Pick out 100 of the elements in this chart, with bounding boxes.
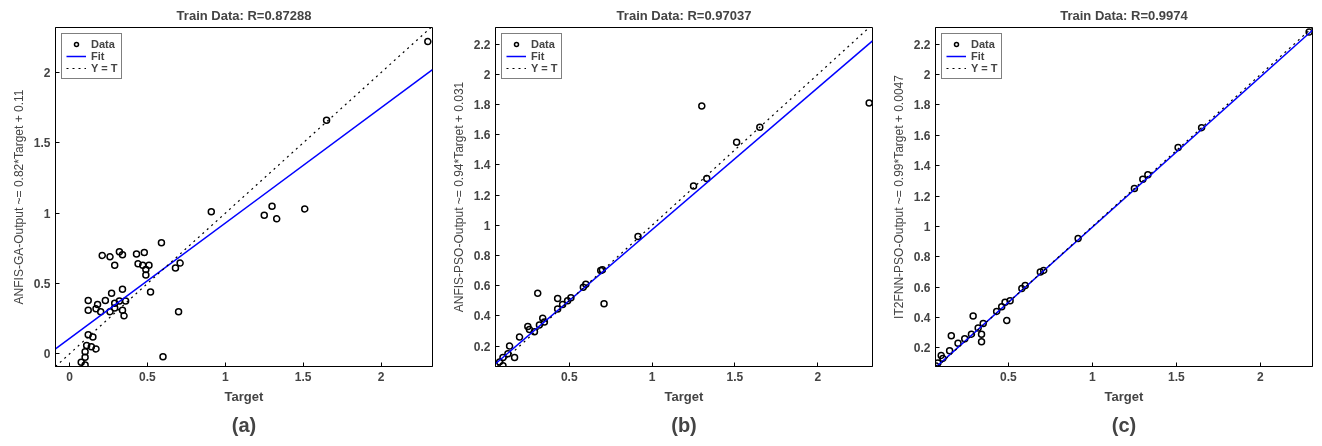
point: [89, 333, 97, 341]
x-tick-label: 1.5: [726, 369, 744, 384]
point: [977, 330, 986, 338]
y-axis-title: ANFIS-GA-Output ~= 0.82*Target + 0.11: [11, 89, 26, 305]
point: [947, 331, 956, 340]
point: [634, 232, 642, 241]
text: (c): [1111, 413, 1137, 436]
legend-label: Fit: [971, 50, 986, 62]
y-tick-label: 1.2: [473, 188, 491, 203]
point: [176, 259, 184, 267]
y-tick-label: 0.4: [913, 310, 931, 325]
y-tick-label: 1.2: [913, 189, 931, 204]
y-tick-label: 0.8: [473, 249, 491, 264]
point: [969, 312, 977, 320]
y-tick-label: 2.2: [473, 37, 491, 52]
y-tick-label: 1.5: [33, 136, 51, 151]
point: [553, 305, 562, 313]
y-tick-label: 2.2: [913, 37, 931, 52]
point: [84, 331, 92, 339]
point: [142, 265, 150, 274]
point: [110, 299, 119, 307]
y-axis-title: ANFIS-PSO-Output ~= 0.94*Target + 0.031: [451, 81, 466, 313]
point: [134, 260, 142, 268]
point: [1002, 316, 1011, 325]
point: [505, 342, 514, 350]
point: [510, 353, 519, 362]
point: [967, 330, 976, 338]
point: [207, 208, 216, 216]
point: [424, 37, 432, 46]
legend-label: Fit: [91, 50, 106, 62]
point: [689, 182, 698, 190]
point: [997, 303, 1006, 311]
point: [1197, 123, 1206, 132]
x-tick-label: 2: [1257, 369, 1265, 384]
point: [115, 297, 124, 305]
legend-label: Data: [91, 38, 115, 50]
point: [301, 205, 309, 213]
point: [495, 358, 504, 366]
point: [504, 349, 512, 358]
point: [558, 300, 567, 309]
point: [732, 138, 741, 147]
y-tick-label: 0.6: [473, 279, 491, 294]
point: [121, 297, 130, 305]
x-tick-label: 1: [648, 369, 656, 384]
y-tick-label: 0.2: [473, 339, 491, 354]
y-tick-label: 1: [483, 218, 491, 233]
point: [756, 123, 764, 131]
x-axis-title: Target: [224, 388, 265, 404]
point: [1036, 268, 1045, 276]
y-tick-label: 0.8: [913, 250, 931, 265]
text: (a): [231, 413, 257, 436]
y-tick-label: 0.2: [913, 341, 931, 356]
y-axis-title: IT2FNN-PSO-Output ~= 0.99*Target + 0.0047: [891, 74, 906, 319]
point: [1174, 143, 1182, 152]
point: [1006, 297, 1014, 305]
point: [979, 319, 987, 328]
point: [115, 248, 124, 256]
point: [110, 304, 119, 312]
point: [1144, 171, 1152, 179]
point: [92, 345, 100, 353]
point: [865, 99, 873, 107]
point: [974, 324, 982, 332]
point: [937, 351, 945, 360]
point: [1039, 266, 1048, 275]
point: [992, 307, 1001, 316]
point: [538, 314, 547, 322]
point: [977, 338, 986, 346]
x-tick-label: 0: [66, 369, 74, 384]
y-tick-label: 2: [43, 66, 51, 81]
point: [142, 271, 150, 279]
point: [540, 318, 549, 326]
point: [84, 306, 92, 314]
point: [954, 339, 962, 348]
point: [515, 333, 524, 341]
point: [101, 296, 110, 305]
point: [145, 261, 153, 269]
y-tick-label: 0.5: [33, 277, 51, 292]
y-tick-label: 1: [923, 219, 931, 234]
point: [1130, 184, 1139, 193]
y-tick-label: 1: [43, 206, 51, 221]
x-tick-label: 2: [377, 369, 385, 384]
point: [567, 294, 575, 302]
point: [960, 334, 969, 343]
point: [698, 102, 706, 110]
legend-label: Y = T: [91, 62, 118, 74]
point: [563, 297, 572, 305]
x-axis-title: Target: [664, 388, 705, 404]
point: [534, 289, 542, 298]
point: [106, 307, 114, 316]
point: [77, 358, 85, 367]
x-axis-title: Target: [1104, 388, 1145, 404]
point: [96, 307, 105, 316]
point: [132, 250, 141, 258]
point: [272, 215, 281, 223]
x-tick-label: 1: [221, 369, 229, 384]
point: [268, 202, 276, 210]
y-tick-label: 1.8: [913, 98, 931, 113]
point: [93, 300, 102, 309]
y-tick-label: 1.4: [473, 158, 491, 173]
y-tick-label: 2: [923, 68, 931, 83]
